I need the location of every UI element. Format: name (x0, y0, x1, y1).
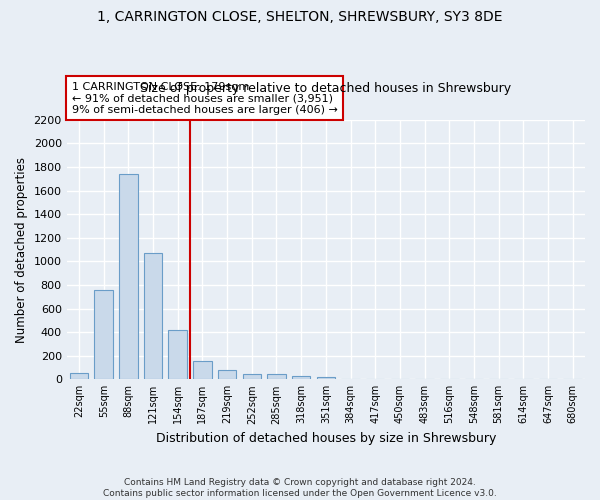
Text: 1, CARRINGTON CLOSE, SHELTON, SHREWSBURY, SY3 8DE: 1, CARRINGTON CLOSE, SHELTON, SHREWSBURY… (97, 10, 503, 24)
Bar (218, 370, 236, 380)
Bar (292, 376, 310, 380)
Bar (119, 174, 137, 380)
Title: Size of property relative to detached houses in Shrewsbury: Size of property relative to detached ho… (140, 82, 511, 95)
Bar (94, 290, 113, 380)
Text: 1 CARRINGTON CLOSE: 179sqm
← 91% of detached houses are smaller (3,951)
9% of se: 1 CARRINGTON CLOSE: 179sqm ← 91% of deta… (72, 82, 338, 114)
Bar (317, 377, 335, 380)
Bar (169, 330, 187, 380)
X-axis label: Distribution of detached houses by size in Shrewsbury: Distribution of detached houses by size … (155, 432, 496, 445)
Bar (193, 361, 212, 380)
Bar (242, 374, 261, 380)
Y-axis label: Number of detached properties: Number of detached properties (15, 156, 28, 342)
Text: Contains HM Land Registry data © Crown copyright and database right 2024.
Contai: Contains HM Land Registry data © Crown c… (103, 478, 497, 498)
Bar (70, 373, 88, 380)
Bar (267, 374, 286, 380)
Bar (144, 253, 163, 380)
